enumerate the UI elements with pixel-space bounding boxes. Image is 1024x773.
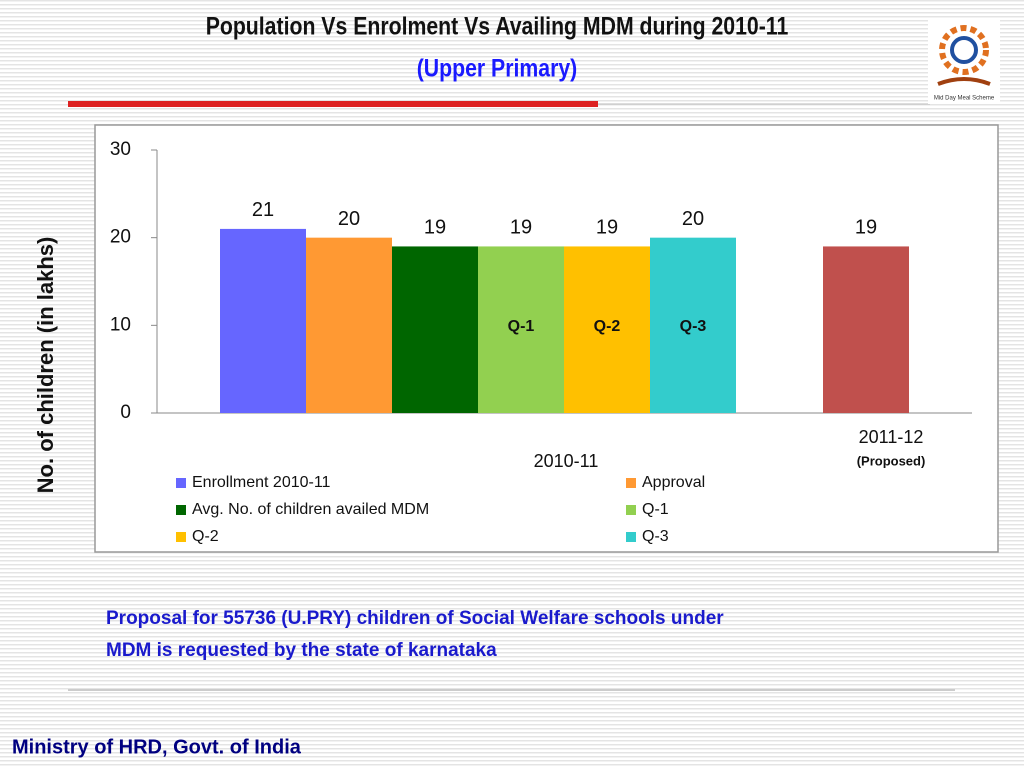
bar [564, 246, 650, 413]
subtitle: (Upper Primary) [417, 54, 578, 82]
bar-label: Q-1 [508, 318, 535, 335]
data-label: 20 [682, 208, 704, 230]
data-label: 21 [252, 199, 274, 221]
legend-label: Q-2 [192, 528, 219, 545]
legend-swatch [176, 478, 186, 488]
legend-swatch [176, 505, 186, 515]
bar [478, 246, 564, 413]
logo: Mid Day Meal Scheme [928, 18, 1000, 104]
x-tick-label: 2011-12 [859, 427, 924, 447]
bar [306, 237, 392, 413]
x-tick-label: 2010-11 [534, 451, 599, 471]
legend-swatch [626, 505, 636, 515]
data-label: 19 [596, 217, 618, 239]
y-tick-label: 0 [120, 402, 131, 423]
data-label: 20 [338, 208, 360, 230]
legend-label: Q-3 [642, 528, 669, 545]
legend-swatch [626, 532, 636, 542]
y-tick-label: 20 [110, 227, 131, 248]
legend-label: Enrollment 2010-11 [192, 474, 331, 491]
bar [823, 246, 909, 413]
data-label: 19 [510, 217, 532, 239]
note-line: Proposal for 55736 (U.PRY) children of S… [106, 608, 724, 629]
legend-label: Q-1 [642, 501, 669, 518]
title-rule [68, 101, 598, 107]
logo-caption: Mid Day Meal Scheme [934, 96, 995, 102]
note-line: MDM is requested by the state of karnata… [106, 640, 497, 661]
category-note: (Proposed) [857, 453, 926, 468]
data-label: 19 [855, 217, 877, 239]
legend-swatch [176, 532, 186, 542]
footer: Ministry of HRD, Govt. of India [12, 736, 302, 758]
bar-label: Q-2 [594, 318, 621, 335]
legend-label: Avg. No. of children availed MDM [192, 501, 429, 518]
legend-swatch [626, 478, 636, 488]
y-tick-label: 10 [110, 314, 131, 335]
bar [392, 246, 478, 413]
title: Population Vs Enrolment Vs Availing MDM … [206, 12, 789, 40]
y-tick-label: 30 [110, 139, 131, 160]
y-axis-label: No. of children (in lakhs) [33, 237, 58, 494]
legend-label: Approval [642, 474, 705, 491]
bar-label: Q-3 [680, 318, 707, 335]
bar [220, 228, 306, 413]
bar [650, 237, 736, 413]
data-label: 19 [424, 217, 446, 239]
